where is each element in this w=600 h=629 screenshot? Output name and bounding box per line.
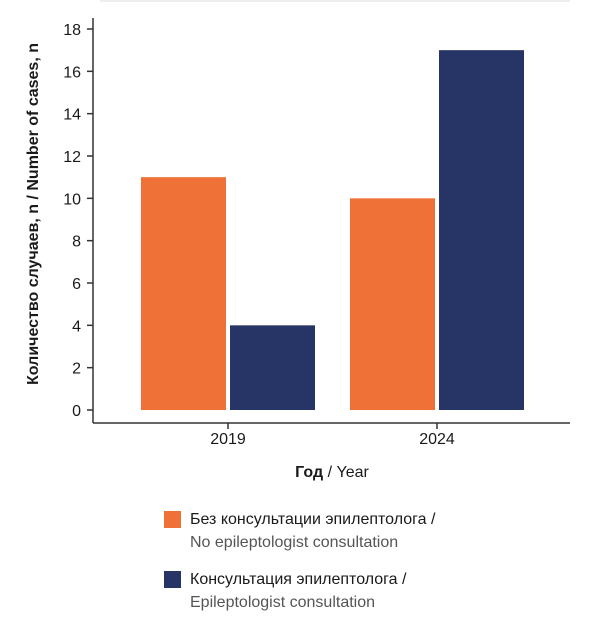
legend-item-no-consultation: Без консультации эпилептолога / No epile… bbox=[164, 508, 435, 554]
x-axis-title-en: Year bbox=[337, 464, 370, 481]
legend-label-no-consultation-en: No epileptologist consultation bbox=[190, 534, 399, 551]
legend-label-consultation-en: Epileptologist consultation bbox=[190, 594, 376, 611]
bar-2019-series-2 bbox=[230, 325, 315, 410]
bar-2024-series-2 bbox=[439, 50, 524, 411]
bar-2024-series-1 bbox=[350, 198, 435, 410]
y-tick-label: 0 bbox=[72, 403, 81, 420]
y-tick-label: 16 bbox=[63, 64, 81, 81]
bars bbox=[141, 50, 524, 411]
x-tick-label: 2019 bbox=[210, 431, 246, 448]
y-axis-title: Количество случаев, n / Number of cases,… bbox=[25, 43, 42, 385]
legend-label-no-consultation: Без консультации эпилептолога / No epile… bbox=[190, 508, 435, 554]
y-tick-label: 12 bbox=[63, 149, 81, 166]
legend-item-consultation: Консультация эпилептолога / Epileptologi… bbox=[164, 568, 435, 614]
y-tick-label: 14 bbox=[63, 107, 81, 124]
legend-swatch-consultation bbox=[164, 571, 181, 588]
y-tick-label: 8 bbox=[72, 234, 81, 251]
x-axis-title-separator: / bbox=[323, 464, 336, 481]
legend-label-no-consultation-ru: Без консультации эпилептолога / bbox=[190, 511, 436, 528]
y-tick-label: 10 bbox=[63, 191, 81, 208]
legend-label-consultation: Консультация эпилептолога / Epileptologi… bbox=[190, 568, 406, 614]
x-axis-title: Год / Year bbox=[295, 464, 369, 481]
legend: Без консультации эпилептолога / No epile… bbox=[164, 508, 435, 628]
x-axis: 2019 2024 bbox=[93, 422, 570, 448]
x-axis-title-ru: Год bbox=[295, 464, 323, 481]
legend-label-consultation-ru: Консультация эпилептолога / bbox=[190, 571, 407, 588]
y-tick-label: 4 bbox=[72, 318, 81, 335]
x-tick-label: 2024 bbox=[419, 431, 455, 448]
y-tick-label: 2 bbox=[72, 361, 81, 378]
bar-2019-series-1 bbox=[141, 177, 226, 410]
y-tick-label: 18 bbox=[63, 22, 81, 39]
y-tick-label: 6 bbox=[72, 276, 81, 293]
y-axis: 0 2 4 6 8 10 12 14 16 18 bbox=[63, 18, 94, 423]
legend-swatch-no-consultation bbox=[164, 511, 181, 528]
